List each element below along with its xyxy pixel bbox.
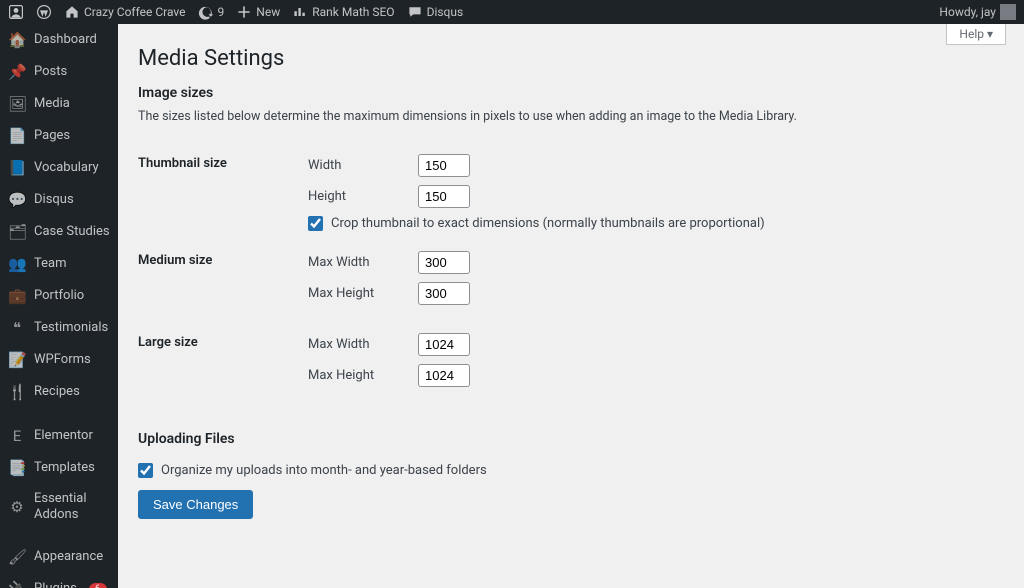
page-title: Media Settings (138, 46, 1004, 71)
rankmath-link[interactable]: Rank Math SEO (292, 4, 394, 20)
organize-checkbox[interactable] (138, 463, 153, 478)
large-heading: Large size (138, 323, 298, 405)
new-link[interactable]: New (236, 4, 280, 20)
sidebar-item-label: Essential Addons (34, 491, 110, 522)
thumbnail-crop-label[interactable]: Crop thumbnail to exact dimensions (norm… (331, 216, 765, 231)
sidebar-item-label: Vocabulary (34, 160, 99, 176)
sidebar-item-case-studies[interactable]: 🗂 Case Studies (0, 216, 118, 248)
sidebar-item-label: WPForms (34, 352, 91, 368)
disqus-icon: 💬 (8, 191, 26, 209)
templates-icon: 📑 (8, 459, 26, 477)
thumbnail-heading: Thumbnail size (138, 144, 298, 241)
plugins-icon: 🔌 (8, 580, 26, 588)
sidebar-item-portfolio[interactable]: 💼 Portfolio (0, 280, 118, 312)
admin-sidebar: 🏠 Dashboard 📌 Posts 🖼 Media 📄 Pages 📘 Vocabulary 💬… (0, 24, 118, 588)
howdy-link[interactable]: Howdy, jay (939, 4, 1016, 20)
sidebar-item-label: Dashboard (34, 32, 97, 48)
sidebar-item-label: Appearance (34, 549, 103, 565)
sidebar-item-dashboard[interactable]: 🏠 Dashboard (0, 24, 118, 56)
sidebar-item-testimonials[interactable]: ❝ Testimonials (0, 312, 118, 344)
sidebar-item-elementor[interactable]: E Elementor (0, 420, 118, 452)
wpforms-icon: 📝 (8, 351, 26, 369)
sidebar-item-media[interactable]: 🖼 Media (0, 88, 118, 120)
medium-heading: Medium size (138, 241, 298, 323)
thumbnail-height-input[interactable] (418, 185, 470, 208)
updates-link[interactable]: 9 (198, 4, 225, 20)
sidebar-item-label: Portfolio (34, 288, 84, 304)
medium-maxw-label: Max Width (308, 255, 418, 270)
disqus-label: Disqus (427, 5, 464, 19)
thumbnail-crop-checkbox[interactable] (308, 216, 323, 231)
thumbnail-height-label: Height (308, 189, 418, 204)
wordpress-logo-icon[interactable] (36, 4, 52, 20)
organize-label[interactable]: Organize my uploads into month- and year… (161, 463, 487, 478)
testimonials-icon: ❝ (8, 319, 26, 337)
sidebar-item-templates[interactable]: 📑 Templates (0, 452, 118, 484)
recipes-icon: 🍴 (8, 383, 26, 401)
medium-maxh-label: Max Height (308, 286, 418, 301)
sidebar-item-plugins[interactable]: 🔌 Plugins 6 (0, 573, 118, 588)
portfolio-icon: 💼 (8, 287, 26, 305)
new-label: New (256, 5, 280, 19)
disqus-link[interactable]: Disqus (407, 4, 464, 20)
large-maxh-label: Max Height (308, 368, 418, 383)
sidebar-item-label: Plugins (34, 581, 77, 588)
sidebar-item-label: Elementor (34, 428, 93, 444)
medium-maxw-input[interactable] (418, 251, 470, 274)
large-maxw-label: Max Width (308, 337, 418, 352)
image-sizes-desc: The sizes listed below determine the max… (138, 109, 1004, 124)
team-icon: 👥 (8, 255, 26, 273)
sidebar-item-vocabulary[interactable]: 📘 Vocabulary (0, 152, 118, 184)
avatar-icon (1000, 4, 1016, 20)
large-maxh-input[interactable] (418, 364, 470, 387)
save-button[interactable]: Save Changes (138, 490, 253, 519)
site-name-text: Crazy Coffee Crave (84, 5, 186, 19)
thumbnail-width-label: Width (308, 158, 418, 173)
sidebar-item-label: Recipes (34, 384, 80, 400)
dashboard-icon: 🏠 (8, 31, 26, 49)
sidebar-item-label: Posts (34, 64, 67, 80)
profile-icon[interactable] (8, 4, 24, 20)
pages-icon: 📄 (8, 127, 26, 145)
sidebar-item-team[interactable]: 👥 Team (0, 248, 118, 280)
thumbnail-width-input[interactable] (418, 154, 470, 177)
admin-bar: Crazy Coffee Crave 9 New Rank Math SEO D… (0, 0, 1024, 24)
large-maxw-input[interactable] (418, 333, 470, 356)
essential-addons-icon: ⚙ (8, 498, 26, 516)
sidebar-item-recipes[interactable]: 🍴 Recipes (0, 376, 118, 408)
vocabulary-icon: 📘 (8, 159, 26, 177)
appearance-icon: 🖌 (8, 548, 26, 566)
updates-count: 9 (218, 5, 225, 19)
sidebar-item-appearance[interactable]: 🖌 Appearance (0, 541, 118, 573)
sidebar-item-essential-addons[interactable]: ⚙ Essential Addons (0, 484, 118, 529)
sidebar-item-label: Testimonials (34, 320, 108, 336)
help-tab[interactable]: Help ▾ (946, 24, 1006, 45)
sidebar-item-wpforms[interactable]: 📝 WPForms (0, 344, 118, 376)
sidebar-item-label: Media (34, 96, 70, 112)
sidebar-item-label: Team (34, 256, 67, 272)
content-area: Help ▾ Media Settings Image sizes The si… (118, 24, 1024, 588)
section-image-sizes: Image sizes (138, 85, 1004, 101)
sidebar-item-disqus[interactable]: 💬 Disqus (0, 184, 118, 216)
sidebar-item-label: Pages (34, 128, 70, 144)
site-name-link[interactable]: Crazy Coffee Crave (64, 4, 186, 20)
media-icon: 🖼 (8, 95, 26, 113)
howdy-text: Howdy, jay (939, 5, 996, 19)
section-uploading: Uploading Files (138, 431, 1004, 447)
medium-maxh-input[interactable] (418, 282, 470, 305)
elementor-icon: E (8, 427, 26, 445)
rankmath-label: Rank Math SEO (312, 5, 394, 19)
sidebar-item-label: Disqus (34, 192, 74, 208)
case-studies-icon: 🗂 (8, 223, 26, 241)
sidebar-item-label: Case Studies (34, 224, 110, 240)
sidebar-item-posts[interactable]: 📌 Posts (0, 56, 118, 88)
sidebar-item-pages[interactable]: 📄 Pages (0, 120, 118, 152)
sidebar-item-label: Templates (34, 460, 95, 476)
posts-icon: 📌 (8, 63, 26, 81)
plugins-badge: 6 (89, 583, 107, 588)
